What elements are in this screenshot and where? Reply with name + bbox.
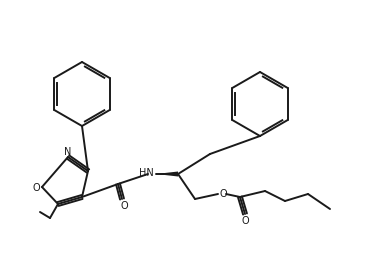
Text: O: O [241, 215, 249, 225]
Text: O: O [32, 182, 40, 192]
Text: O: O [120, 200, 128, 210]
Polygon shape [156, 172, 178, 177]
Text: HN: HN [139, 167, 153, 177]
Text: N: N [64, 146, 72, 156]
Text: O: O [219, 188, 227, 198]
